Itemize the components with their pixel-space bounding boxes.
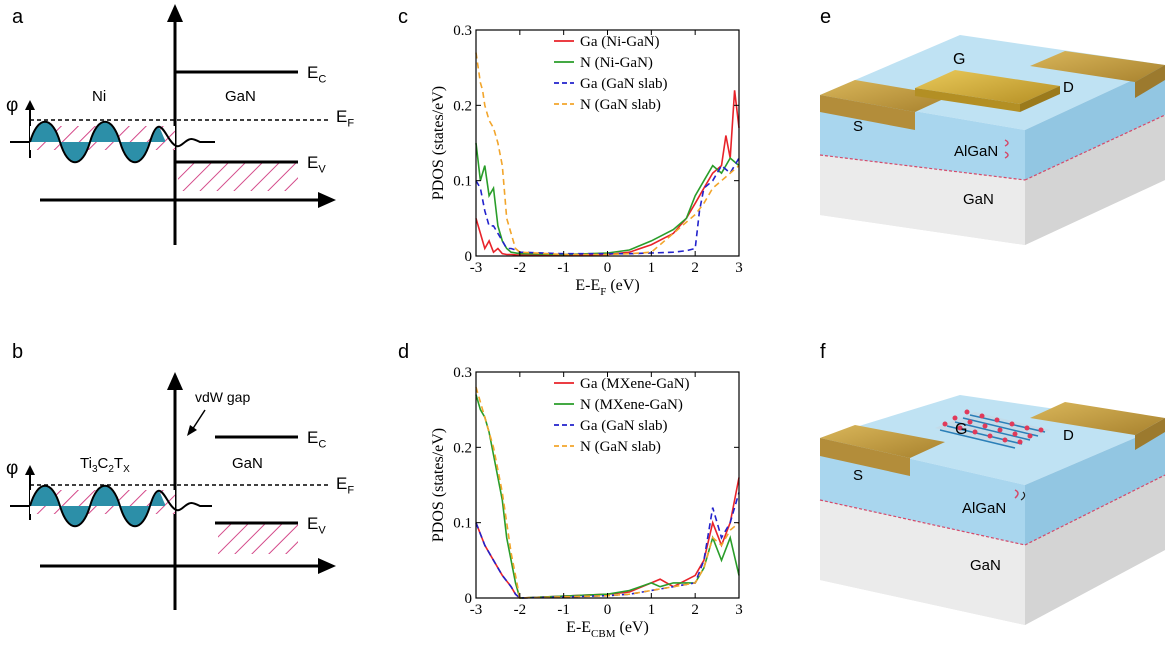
x-tick-label-d-0: -3 (470, 602, 483, 618)
gate-label-f: G (955, 421, 968, 438)
y-tick-label-c-1: 0.1 (453, 174, 472, 190)
gan-label-b: GaN (232, 455, 263, 472)
hemt-device-f (819, 395, 1166, 625)
panel-a-letter: a (12, 6, 24, 28)
panel-e-letter: e (820, 6, 832, 28)
mxene-label-b: Ti3C2TX (80, 455, 130, 475)
x-tick-label-d-6: 3 (735, 602, 743, 618)
panel-b-letter: b (12, 341, 24, 363)
x-tick-label-c-1: -2 (514, 260, 527, 276)
x-tick-label-d-3: 0 (604, 602, 612, 618)
y-tick-label-d-0: 0 (465, 591, 473, 607)
x-tick-label-c-4: 1 (648, 260, 656, 276)
panel-c-letter: c (398, 6, 408, 28)
ec-label-b: EC (307, 428, 327, 451)
legend-label-d-0: Ga (MXene-GaN) (580, 376, 690, 392)
series-line-d-2 (475, 492, 740, 599)
legend-label-c-1: N (Ni-GaN) (580, 55, 653, 71)
x-tick-label-d-2: -1 (557, 602, 570, 618)
gan-label-a: GaN (225, 88, 256, 105)
x-axis-label-c: E-EF (eV) (575, 277, 639, 298)
hemt-device-e (819, 35, 1166, 245)
gan-substrate-label-e: GaN (963, 191, 994, 208)
pdos-chart-c: -3 -2 -1 0 1 2 3 0 0.1 0.2 0.3 PDOS (states/eV) E-EF… (430, 23, 743, 298)
drain-label-f: D (1063, 427, 1074, 444)
ev-label-b: EV (307, 514, 326, 537)
x-tick-label-c-6: 3 (735, 260, 743, 276)
pdos-chart-d: -3 -2 -1 0 1 2 3 0 0.1 0.2 0.3 PDOS (states/eV) E-EC… (430, 365, 743, 640)
legend-label-d-2: Ga (GaN slab) (580, 418, 667, 434)
phi-label-a: φ (6, 95, 19, 116)
y-axis-label-c: PDOS (states/eV) (430, 86, 447, 200)
legend-label-d-3: N (GaN slab) (580, 439, 661, 455)
legend-label-c-0: Ga (Ni-GaN) (580, 34, 660, 50)
ec-label-a: EC (307, 63, 327, 86)
x-tick-label-d-4: 1 (648, 602, 656, 618)
legend-label-c-2: Ga (GaN slab) (580, 76, 667, 92)
y-axis-label-d: PDOS (states/eV) (430, 428, 447, 542)
panel-f-letter: f (820, 341, 826, 363)
ef-label-b: EF (336, 474, 355, 497)
vdw-gap-label: vdW gap (195, 389, 251, 405)
mxene-gate-lattice (935, 409, 1050, 449)
band-diagram-a (10, 4, 336, 245)
ev-label-a: EV (307, 153, 326, 176)
legend-label-c-3: N (GaN slab) (580, 97, 661, 113)
legend-label-d-1: N (MXene-GaN) (580, 397, 683, 413)
metal-label-a: Ni (92, 88, 107, 105)
source-label-f: S (853, 467, 864, 484)
panel-d-letter: d (398, 341, 410, 363)
y-tick-label-c-0: 0 (465, 249, 473, 265)
y-tick-label-c-3: 0.3 (453, 23, 472, 39)
x-tick-label-d-5: 2 (691, 602, 699, 618)
phi-label-b: φ (6, 458, 19, 479)
x-axis-label-d: E-ECBM (eV) (566, 619, 649, 640)
series-line-c-2 (475, 157, 740, 255)
algan-label-e: AlGaN (954, 143, 999, 160)
y-tick-label-c-2: 0.2 (453, 98, 472, 114)
x-tick-label-c-2: -1 (557, 260, 570, 276)
gate-label-e: G (953, 51, 966, 68)
y-tick-label-d-2: 0.2 (453, 440, 472, 456)
ef-label-a: EF (336, 107, 355, 130)
x-tick-label-c-3: 0 (604, 260, 612, 276)
x-tick-label-d-1: -2 (514, 602, 527, 618)
drain-label-e: D (1063, 79, 1074, 96)
source-label-e: S (853, 118, 864, 135)
series-line-c-3 (475, 52, 740, 256)
gan-substrate-label-f: GaN (970, 557, 1001, 574)
y-tick-label-d-3: 0.3 (453, 365, 472, 381)
x-tick-label-c-0: -3 (470, 260, 483, 276)
band-diagram-b (10, 372, 336, 610)
y-tick-label-d-1: 0.1 (453, 516, 472, 532)
x-tick-label-c-5: 2 (691, 260, 699, 276)
algan-label-f: AlGaN (962, 500, 1007, 517)
